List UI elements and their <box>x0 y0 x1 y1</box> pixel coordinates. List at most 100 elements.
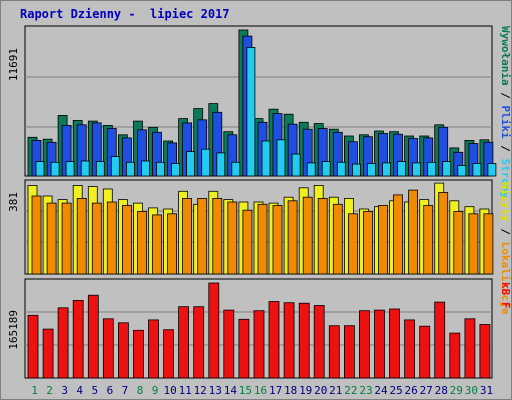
x-tick-label-day-4: 4 <box>76 384 83 397</box>
bar-strony-day-10 <box>171 163 181 177</box>
bar-kbf-day-18 <box>283 302 295 379</box>
x-tick-label-day-1: 1 <box>31 384 38 397</box>
bar-kbf-day-26 <box>404 319 416 379</box>
chart-title: Raport Dzienny - lipiec 2017 <box>20 7 230 21</box>
bar-lokalizacje-day-13 <box>212 197 223 275</box>
bar-lokalizacje-day-11 <box>182 197 193 275</box>
series-legend-top: Wywołania / Pliki / Strony <box>499 26 512 199</box>
x-tick-label-day-5: 5 <box>91 384 98 397</box>
x-tick-label-day-19: 19 <box>299 384 312 397</box>
x-tick-label-day-25: 25 <box>389 384 402 397</box>
bar-strony-day-1 <box>35 161 45 177</box>
bar-strony-day-22 <box>351 163 361 177</box>
bar-lokalizacje-day-10 <box>167 213 178 275</box>
bar-strony-day-31 <box>487 163 497 177</box>
bar-kbf-day-15 <box>238 318 250 379</box>
x-tick-label-day-20: 20 <box>314 384 327 397</box>
x-tick-label-day-28: 28 <box>435 384 448 397</box>
bar-lokalizacje-day-1 <box>31 195 42 275</box>
bar-lokalizacje-day-24 <box>378 205 388 275</box>
bar-kbf-day-4 <box>72 299 84 379</box>
x-tick-label-day-24: 24 <box>374 384 388 397</box>
bar-strony-day-28 <box>442 161 452 177</box>
x-tick-label-day-13: 13 <box>209 384 222 397</box>
bar-lokalizacje-day-12 <box>197 197 208 275</box>
bar-kbf-day-19 <box>298 302 310 379</box>
bar-strony-day-14 <box>231 161 241 177</box>
bar-strony-day-12 <box>201 148 211 177</box>
legend-part: / <box>499 86 512 106</box>
bar-lokalizacje-day-17 <box>272 205 283 275</box>
bar-strony-day-17 <box>276 139 286 177</box>
bar-strony-day-4 <box>80 160 90 177</box>
bar-lokalizacje-day-3 <box>61 202 72 275</box>
bar-kbf-day-1 <box>27 314 39 379</box>
bar-kbf-day-27 <box>419 325 431 379</box>
bar-kbf-day-21 <box>328 325 340 379</box>
bar-lokalizacje-day-23 <box>362 210 373 275</box>
bar-lokalizacje-day-6 <box>106 201 117 275</box>
x-tick-label-day-3: 3 <box>61 384 68 397</box>
bar-lokalizacje-day-20 <box>317 197 328 275</box>
bar-kbf-day-3 <box>57 307 69 379</box>
bar-lokalizacje-day-7 <box>122 205 132 275</box>
bar-strony-day-26 <box>412 162 422 177</box>
x-tick-label-day-14: 14 <box>224 384 238 397</box>
bar-strony-day-8 <box>141 160 150 177</box>
bar-lokalizacje-day-26 <box>408 189 419 275</box>
bar-strony-day-9 <box>156 161 165 177</box>
x-tick-label-day-21: 21 <box>329 384 342 397</box>
bar-strony-day-18 <box>291 153 301 177</box>
x-tick-label-day-27: 27 <box>420 384 433 397</box>
legend-part: Lokalizacje <box>499 242 512 315</box>
x-tick-label-day-26: 26 <box>404 384 417 397</box>
y-axis-max-label: 381 <box>7 192 20 212</box>
bar-lokalizacje-day-31 <box>483 213 494 275</box>
x-tick-label-day-31: 31 <box>480 384 493 397</box>
bar-strony-day-2 <box>50 161 60 177</box>
bar-kbf-day-10 <box>163 329 175 379</box>
y-axis-max-label: 165189 <box>7 310 20 350</box>
x-tick-label-day-17: 17 <box>269 384 282 397</box>
bar-strony-day-19 <box>306 162 316 177</box>
bar-lokalizacje-day-8 <box>137 210 147 275</box>
x-tick-label-day-8: 8 <box>137 384 144 397</box>
x-tick-label-day-23: 23 <box>359 384 372 397</box>
series-legend-bottom: kB F <box>499 282 512 309</box>
bar-lokalizacje-day-18 <box>287 200 298 275</box>
bar-lokalizacje-day-14 <box>227 201 238 275</box>
bar-kbf-day-24 <box>374 309 385 379</box>
bar-lokalizacje-day-9 <box>152 214 162 275</box>
bar-lokalizacje-day-29 <box>453 210 464 275</box>
bar-kbf-day-31 <box>479 324 491 379</box>
bar-lokalizacje-day-28 <box>438 192 449 275</box>
bar-kbf-day-14 <box>223 309 235 379</box>
bar-kbf-day-7 <box>118 322 129 379</box>
bar-kbf-day-12 <box>193 306 205 379</box>
bar-strony-day-3 <box>65 161 75 177</box>
bar-strony-day-11 <box>186 151 196 177</box>
bar-kbf-day-5 <box>87 294 99 379</box>
y-axis-max-label: 11691 <box>7 48 20 81</box>
bar-kbf-day-30 <box>464 318 476 379</box>
x-tick-label-day-15: 15 <box>239 384 252 397</box>
bar-strony-day-24 <box>382 162 391 177</box>
bar-strony-day-13 <box>216 152 226 177</box>
bar-kbf-day-2 <box>42 328 54 379</box>
bar-lokalizacje-day-22 <box>347 213 358 275</box>
legend-part: Pliki <box>499 105 512 138</box>
bar-lokalizacje-day-30 <box>468 213 479 275</box>
x-tick-label-day-30: 30 <box>465 384 478 397</box>
bar-strony-day-29 <box>457 164 467 177</box>
bar-strony-day-21 <box>336 161 346 177</box>
bar-lokalizacje-day-19 <box>302 196 313 275</box>
legend-part: Strony <box>499 158 512 198</box>
bar-lokalizacje-day-25 <box>393 194 403 275</box>
bar-strony-day-7 <box>126 161 135 177</box>
x-tick-label-day-12: 12 <box>194 384 207 397</box>
x-tick-label-day-22: 22 <box>344 384 357 397</box>
bar-kbf-day-28 <box>434 301 446 379</box>
bar-lokalizacje-day-27 <box>423 205 434 275</box>
bar-strony-day-23 <box>366 163 376 177</box>
